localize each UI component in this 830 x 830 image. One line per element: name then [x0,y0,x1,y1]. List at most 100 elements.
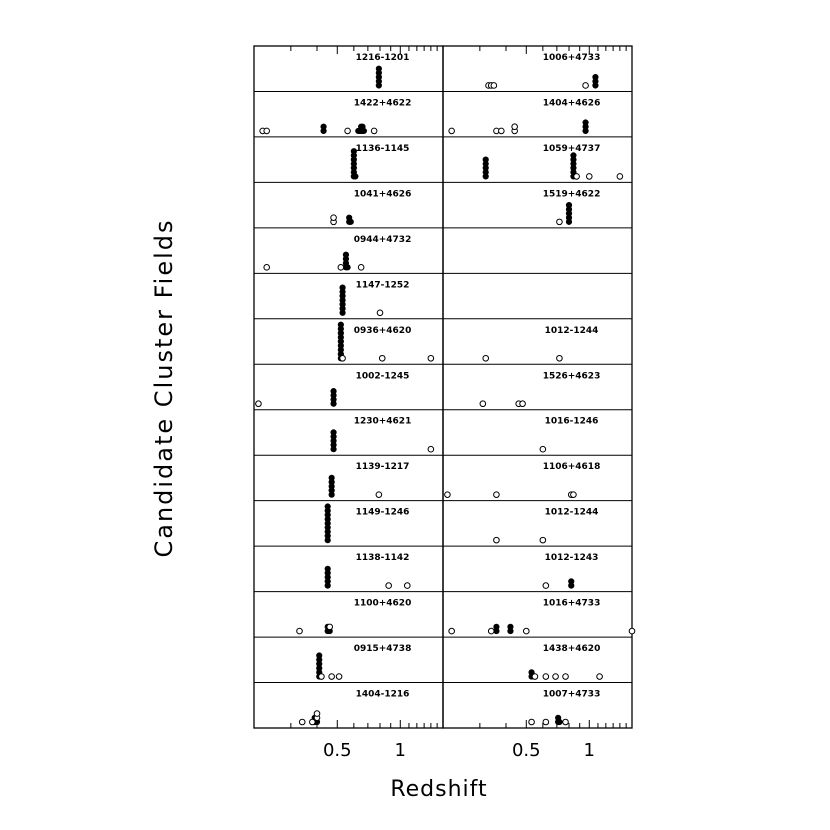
filled-point [582,119,589,126]
field-label: 1147-1252 [356,280,410,290]
open-point [582,82,589,89]
open-point [479,400,487,408]
filled-point [493,623,500,630]
field-label: 1230+4621 [354,417,412,427]
field-label: 1404-1216 [356,690,410,700]
filled-point [324,503,331,510]
column-frame [442,45,633,729]
open-point [255,400,262,408]
field-label: 1041+4626 [354,189,412,199]
open-point [357,264,365,271]
open-point [519,400,526,408]
open-point [511,123,518,131]
open-point [542,673,550,680]
open-point [539,445,547,453]
open-point [628,627,636,635]
open-point [344,127,351,135]
field-label: 1012-1244 [545,326,599,336]
filled-point [316,652,323,659]
open-point [370,127,378,135]
field-label: 0944+4732 [354,235,412,245]
open-point [296,627,303,635]
open-point [562,718,569,726]
field-label: 1016-1246 [545,417,599,427]
filled-point [507,623,514,630]
field-label: 1139-1217 [356,462,410,472]
open-point [531,673,539,680]
open-point [427,445,435,453]
open-point [542,718,550,726]
x-tick-label: 0.5 [323,740,352,761]
field-label: 1100+4620 [354,599,412,609]
open-point [542,582,550,589]
filled-point [344,264,351,271]
filled-point [568,578,575,585]
filled-point [360,127,367,135]
open-point [378,354,386,362]
field-label: 1526+4623 [543,371,601,381]
field-label: 1002-1245 [356,371,410,381]
open-point [493,491,500,498]
filled-point [556,718,563,726]
open-point [448,127,455,135]
x-tick-label: 1 [395,740,406,761]
open-point [385,582,392,589]
open-point [313,710,321,717]
open-point [522,627,530,635]
filled-point [320,123,327,130]
field-label: 1149-1246 [356,508,410,518]
field-label: 1012-1244 [545,508,599,518]
open-point [298,718,306,726]
filled-point [350,148,357,155]
filled-point [375,65,382,72]
open-point [539,536,547,544]
open-point [596,673,603,680]
open-point [448,627,455,635]
filled-point [482,156,489,163]
open-point [444,491,451,498]
open-point [427,354,435,362]
open-point [585,173,593,180]
field-label: 0915+4738 [354,644,412,654]
field-label: 1106+4618 [543,462,601,472]
field-label: 1404+4626 [543,98,601,108]
filled-point [328,474,335,481]
open-point [528,718,535,726]
filled-point [330,429,337,436]
open-point [498,127,505,135]
filled-point [347,218,354,225]
x-tick-label: 1 [584,740,595,761]
open-point [318,673,325,680]
filled-point [342,251,350,258]
field-label: 1059+4737 [543,144,601,154]
open-point [493,536,500,544]
field-label: 0936+4620 [354,326,412,336]
open-point [573,173,580,180]
filled-point [565,201,573,209]
field-label: 1136-1145 [356,144,410,154]
filled-point [330,388,337,395]
field-label: 1007+4733 [543,690,601,700]
filled-point [339,284,346,291]
open-point [339,354,346,362]
filled-point [324,565,331,572]
open-point [375,491,383,498]
open-point [556,218,563,226]
open-point [263,264,271,271]
open-point [337,264,345,271]
filled-point [592,73,599,81]
open-point [309,718,316,726]
column-frame [253,45,444,729]
x-axis-title: Redshift [390,777,487,802]
field-label: 1012-1243 [545,553,599,563]
open-point [482,354,490,362]
plot-area: 0.5 1 1216-1201 1422+4622 1136-1145 1041+4626… [253,45,636,761]
open-point [552,673,559,680]
field-label: 1216-1201 [356,53,410,63]
open-point [330,214,337,221]
open-point [556,354,563,362]
filled-point [337,321,344,328]
field-label: 1006+4733 [543,53,601,63]
x-tick-label: 0.5 [512,740,541,761]
